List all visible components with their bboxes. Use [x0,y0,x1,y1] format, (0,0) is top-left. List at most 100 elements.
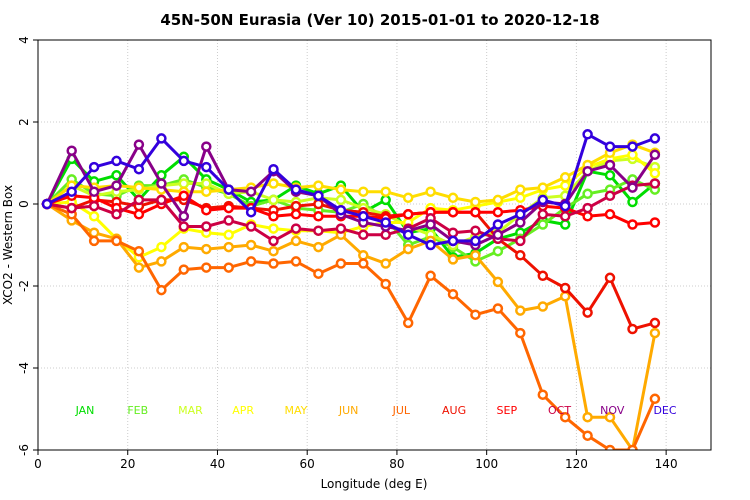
point-sep-4 [133,209,145,220]
legend-item-jun: JUN [338,404,359,417]
point-jul-21 [515,327,526,339]
x-tick-label-7: 140 [655,457,678,471]
point-jul-24 [582,430,593,441]
point-apr-26 [627,149,638,161]
legend-item-apr: APR [232,404,254,417]
point-jun-20 [492,276,504,288]
point-jun-8 [223,241,234,253]
point-nov-26 [627,182,638,193]
point-oct-7 [201,221,212,232]
point-apr-5 [156,241,167,253]
point-oct-1 [66,202,77,214]
point-aug-26 [627,323,638,335]
series-oct [41,178,661,247]
legend: JAN FEB MAR APR MAY JUN JUL AUG SEP OCT NOV DEC [75,404,677,417]
point-aug-25 [604,272,616,284]
point-dec-17 [425,239,436,251]
point-oct-15 [380,229,391,241]
point-jun-4 [133,262,145,273]
y-axis-label: XCO2 - Western Box [1,185,15,305]
point-jun-23 [559,291,571,302]
point-dec-1 [66,186,77,197]
point-sep-12 [313,211,324,222]
point-dec-3 [111,155,122,167]
point-jul-7 [201,262,212,273]
point-jul-20 [492,303,504,314]
point-may-13 [335,184,347,195]
series-line-aug [46,198,656,331]
point-oct-23 [559,211,571,222]
point-jun-19 [470,250,481,261]
point-nov-21 [515,217,526,228]
legend-item-oct: OCT [548,404,571,417]
point-jul-10 [268,258,279,269]
point-aug-23 [559,282,571,294]
point-dec-12 [313,190,324,202]
point-may-14 [358,186,369,197]
series-line-oct [46,182,656,243]
point-oct-8 [223,215,234,226]
point-jul-22 [537,389,549,400]
point-may-17 [425,186,436,197]
point-nov-25 [604,159,616,171]
point-oct-13 [335,223,347,234]
x-tick-label-3: 60 [300,457,315,471]
point-jun-27 [649,327,661,339]
point-sep-24 [582,211,593,222]
point-jul-26 [627,444,638,450]
point-dec-2 [88,161,100,173]
point-oct-12 [313,225,324,236]
point-sep-16 [402,209,414,220]
point-nov-27 [649,149,661,161]
point-apr-8 [223,229,234,241]
point-nov-4 [133,139,145,150]
point-jul-16 [402,317,414,329]
point-jun-22 [537,301,549,312]
grid-layer [37,39,711,451]
point-mar-13 [335,194,347,206]
point-sep-20 [492,206,504,218]
point-may-21 [515,184,526,195]
y-tick-label-5: 4 [17,36,31,44]
point-may-7 [201,186,212,197]
point-dec-23 [559,200,571,212]
point-dec-4 [133,163,145,175]
point-jun-5 [156,256,167,267]
series-line-jul [46,202,657,450]
series-dec [41,129,661,251]
legend-item-nov: NOV [600,404,625,417]
legend-item-aug: AUG [442,404,466,417]
legend-item-feb: FEB [127,404,148,417]
point-sep-11 [290,209,302,220]
point-jul-11 [290,256,302,267]
x-tick-label-1: 20 [120,457,135,471]
point-dec-25 [604,141,616,152]
point-sep-7 [201,204,212,216]
series-line-may [46,143,656,206]
y-tick-label-3: 0 [17,200,31,208]
y-tick-label-4: 2 [17,118,31,126]
point-jun-21 [515,305,526,316]
point-aug-27 [649,317,661,329]
point-oct-4 [133,194,145,206]
point-jun-7 [201,243,212,255]
chart-title: 45N-50N Eurasia (Ver 10) 2015-01-01 to 2… [160,11,599,29]
point-jun-9 [245,239,257,251]
point-jul-3 [111,235,122,247]
point-apr-23 [559,180,571,191]
point-jun-6 [178,241,190,253]
point-apr-27 [649,168,661,179]
point-sep-25 [604,209,616,220]
point-jun-12 [313,241,324,253]
point-jul-27 [649,393,661,405]
point-nov-17 [425,219,436,230]
point-dec-24 [582,129,593,140]
point-dec-21 [515,209,526,220]
point-feb-24 [582,188,593,200]
point-jun-24 [582,411,593,423]
point-oct-24 [582,202,593,214]
point-dec-27 [649,133,661,144]
point-jan-25 [604,170,616,181]
